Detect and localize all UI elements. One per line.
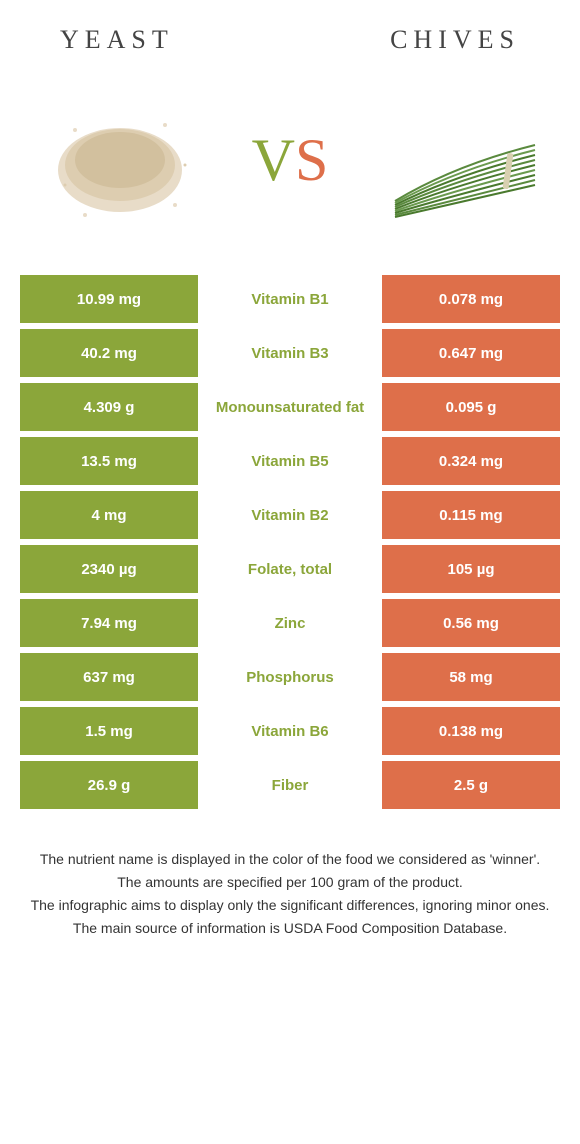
right-value: 2.5 g: [382, 761, 560, 809]
left-value: 26.9 g: [20, 761, 198, 809]
nutrient-label: Vitamin B2: [198, 491, 382, 539]
nutrient-label: Phosphorus: [198, 653, 382, 701]
table-row: 26.9 gFiber2.5 g: [20, 761, 560, 809]
nutrient-table: 10.99 mgVitamin B10.078 mg40.2 mgVitamin…: [20, 275, 560, 809]
nutrient-label: Vitamin B1: [198, 275, 382, 323]
nutrient-label: Monounsaturated fat: [198, 383, 382, 431]
left-value: 7.94 mg: [20, 599, 198, 647]
chives-image: [370, 70, 550, 250]
right-food-title: CHIVES: [390, 25, 520, 55]
left-value: 13.5 mg: [20, 437, 198, 485]
left-value: 1.5 mg: [20, 707, 198, 755]
table-row: 2340 µgFolate, total105 µg: [20, 545, 560, 593]
left-value: 637 mg: [20, 653, 198, 701]
header: YEAST CHIVES: [0, 0, 580, 65]
table-row: 13.5 mgVitamin B50.324 mg: [20, 437, 560, 485]
right-value: 105 µg: [382, 545, 560, 593]
vs-v-char: V: [252, 127, 295, 193]
nutrient-label: Fiber: [198, 761, 382, 809]
yeast-image: [30, 70, 210, 250]
vs-s-char: S: [295, 127, 328, 193]
left-value: 10.99 mg: [20, 275, 198, 323]
left-value: 2340 µg: [20, 545, 198, 593]
right-value: 0.115 mg: [382, 491, 560, 539]
footnote-line: The amounts are specified per 100 gram o…: [24, 872, 556, 893]
table-row: 40.2 mgVitamin B30.647 mg: [20, 329, 560, 377]
left-value: 4 mg: [20, 491, 198, 539]
left-value: 4.309 g: [20, 383, 198, 431]
table-row: 4.309 gMonounsaturated fat0.095 g: [20, 383, 560, 431]
right-value: 0.095 g: [382, 383, 560, 431]
table-row: 4 mgVitamin B20.115 mg: [20, 491, 560, 539]
yeast-icon: [35, 75, 205, 245]
right-value: 0.647 mg: [382, 329, 560, 377]
nutrient-label: Folate, total: [198, 545, 382, 593]
table-row: 7.94 mgZinc0.56 mg: [20, 599, 560, 647]
table-row: 10.99 mgVitamin B10.078 mg: [20, 275, 560, 323]
nutrient-label: Zinc: [198, 599, 382, 647]
right-value: 0.138 mg: [382, 707, 560, 755]
right-value: 58 mg: [382, 653, 560, 701]
nutrient-label: Vitamin B6: [198, 707, 382, 755]
footnote-line: The nutrient name is displayed in the co…: [24, 849, 556, 870]
nutrient-label: Vitamin B5: [198, 437, 382, 485]
footnote-line: The main source of information is USDA F…: [24, 918, 556, 939]
footnote-line: The infographic aims to display only the…: [24, 895, 556, 916]
right-value: 0.324 mg: [382, 437, 560, 485]
nutrient-label: Vitamin B3: [198, 329, 382, 377]
images-row: VS: [0, 65, 580, 265]
vs-label: VS: [252, 126, 329, 195]
left-value: 40.2 mg: [20, 329, 198, 377]
table-row: 1.5 mgVitamin B60.138 mg: [20, 707, 560, 755]
right-value: 0.56 mg: [382, 599, 560, 647]
footnotes: The nutrient name is displayed in the co…: [24, 849, 556, 939]
chives-icon: [375, 75, 545, 245]
right-value: 0.078 mg: [382, 275, 560, 323]
table-row: 637 mgPhosphorus58 mg: [20, 653, 560, 701]
left-food-title: YEAST: [60, 25, 174, 55]
